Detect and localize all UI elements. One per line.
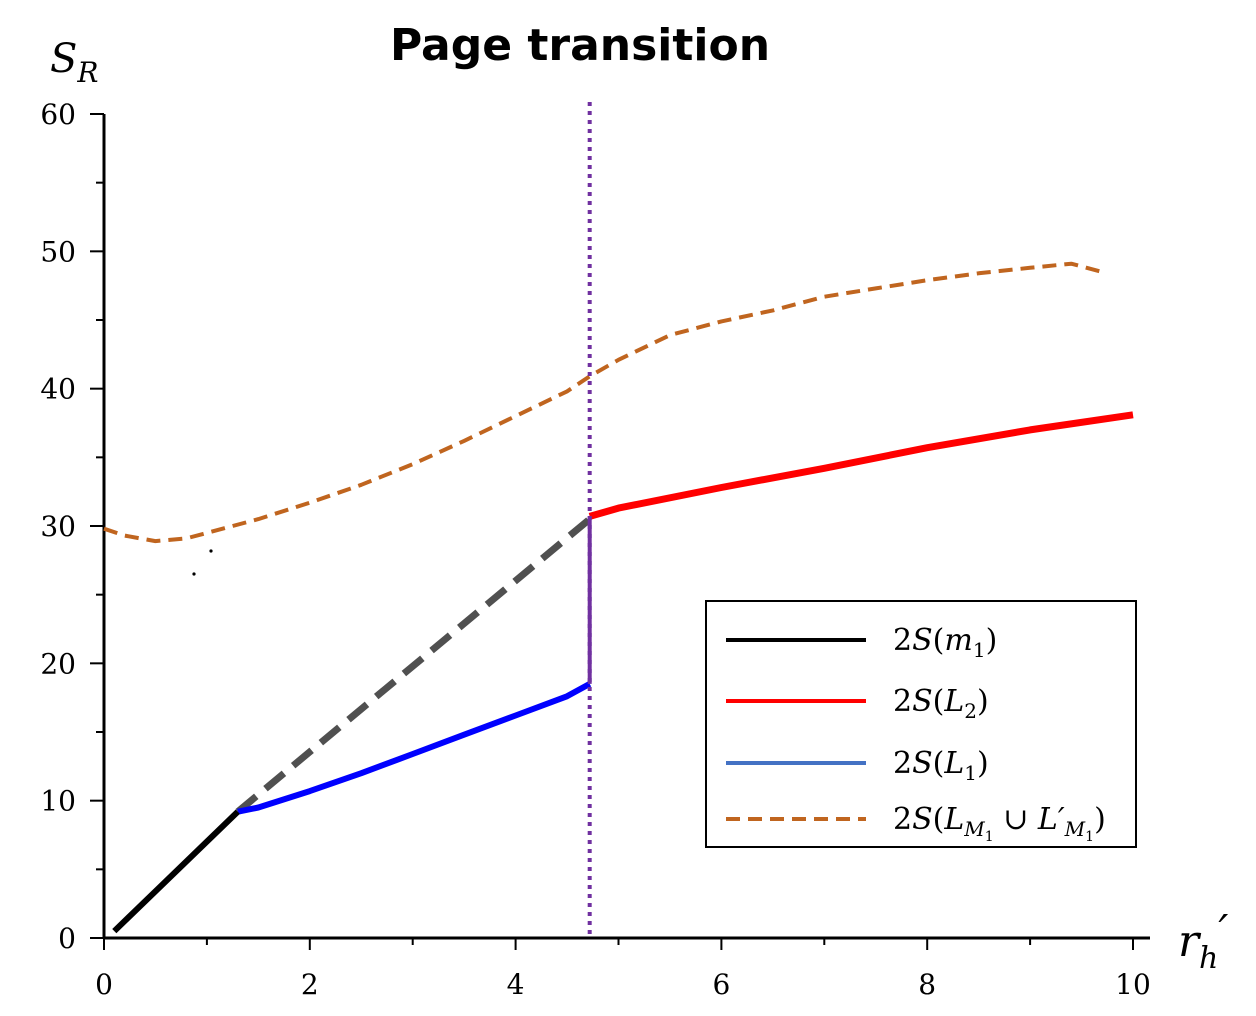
series-layer	[103, 102, 1134, 938]
legend-label: 2S(m1)	[893, 623, 997, 662]
x-tick-label: 8	[918, 968, 936, 1001]
x-axis-label-prime: ′	[1218, 906, 1228, 957]
y-tick-label: 50	[40, 235, 76, 268]
y-tick-label: 60	[40, 98, 76, 131]
y-tick-label: 40	[40, 373, 76, 406]
stray-dot	[209, 549, 213, 553]
series-line-2s-lm1-l-m1-	[103, 261, 1103, 544]
x-tick-label: 0	[95, 968, 113, 1001]
stray-dot	[192, 572, 196, 576]
y-tick-label: 0	[58, 922, 76, 955]
x-tick-label: 10	[1115, 968, 1151, 1001]
series-line-2s-m1-	[112, 809, 240, 934]
y-axis-label-main: S	[50, 36, 77, 82]
series-line-2s-l1-	[237, 681, 592, 815]
y-tick-label: 30	[40, 510, 76, 543]
y-axis-label-sub: R	[76, 56, 98, 89]
legend-label: 2S(LM1 ∪ L′M1)	[893, 802, 1106, 845]
svg-text:rh′: rh′	[1178, 906, 1228, 976]
chart-title: Page transition	[390, 20, 770, 71]
y-axis-label: SR	[50, 36, 99, 89]
series-line-2s-m1-continuation	[235, 516, 592, 815]
x-tick-label: 6	[712, 968, 730, 1001]
series-line-2s-l2-	[588, 411, 1134, 520]
x-tick-label: 2	[301, 968, 319, 1001]
x-tick-label: 4	[507, 968, 525, 1001]
svg-text:SR: SR	[50, 36, 99, 89]
x-axis-label-main: r	[1178, 916, 1202, 967]
axes: 0 2 4 6 8 10 0 10 20 30 40 50 60	[40, 98, 1150, 1001]
y-tick-label: 10	[40, 785, 76, 818]
x-axis-label: rh′	[1178, 906, 1228, 976]
legend-label: 2S(L1)	[893, 746, 989, 785]
x-axis-label-sub: h	[1199, 941, 1218, 976]
legend: 2S(m1) 2S(L2) 2S(L1) 2S(LM1 ∪ L′M1)	[705, 600, 1137, 848]
y-tick-label: 20	[40, 647, 76, 680]
legend-label: 2S(L2)	[893, 684, 989, 723]
